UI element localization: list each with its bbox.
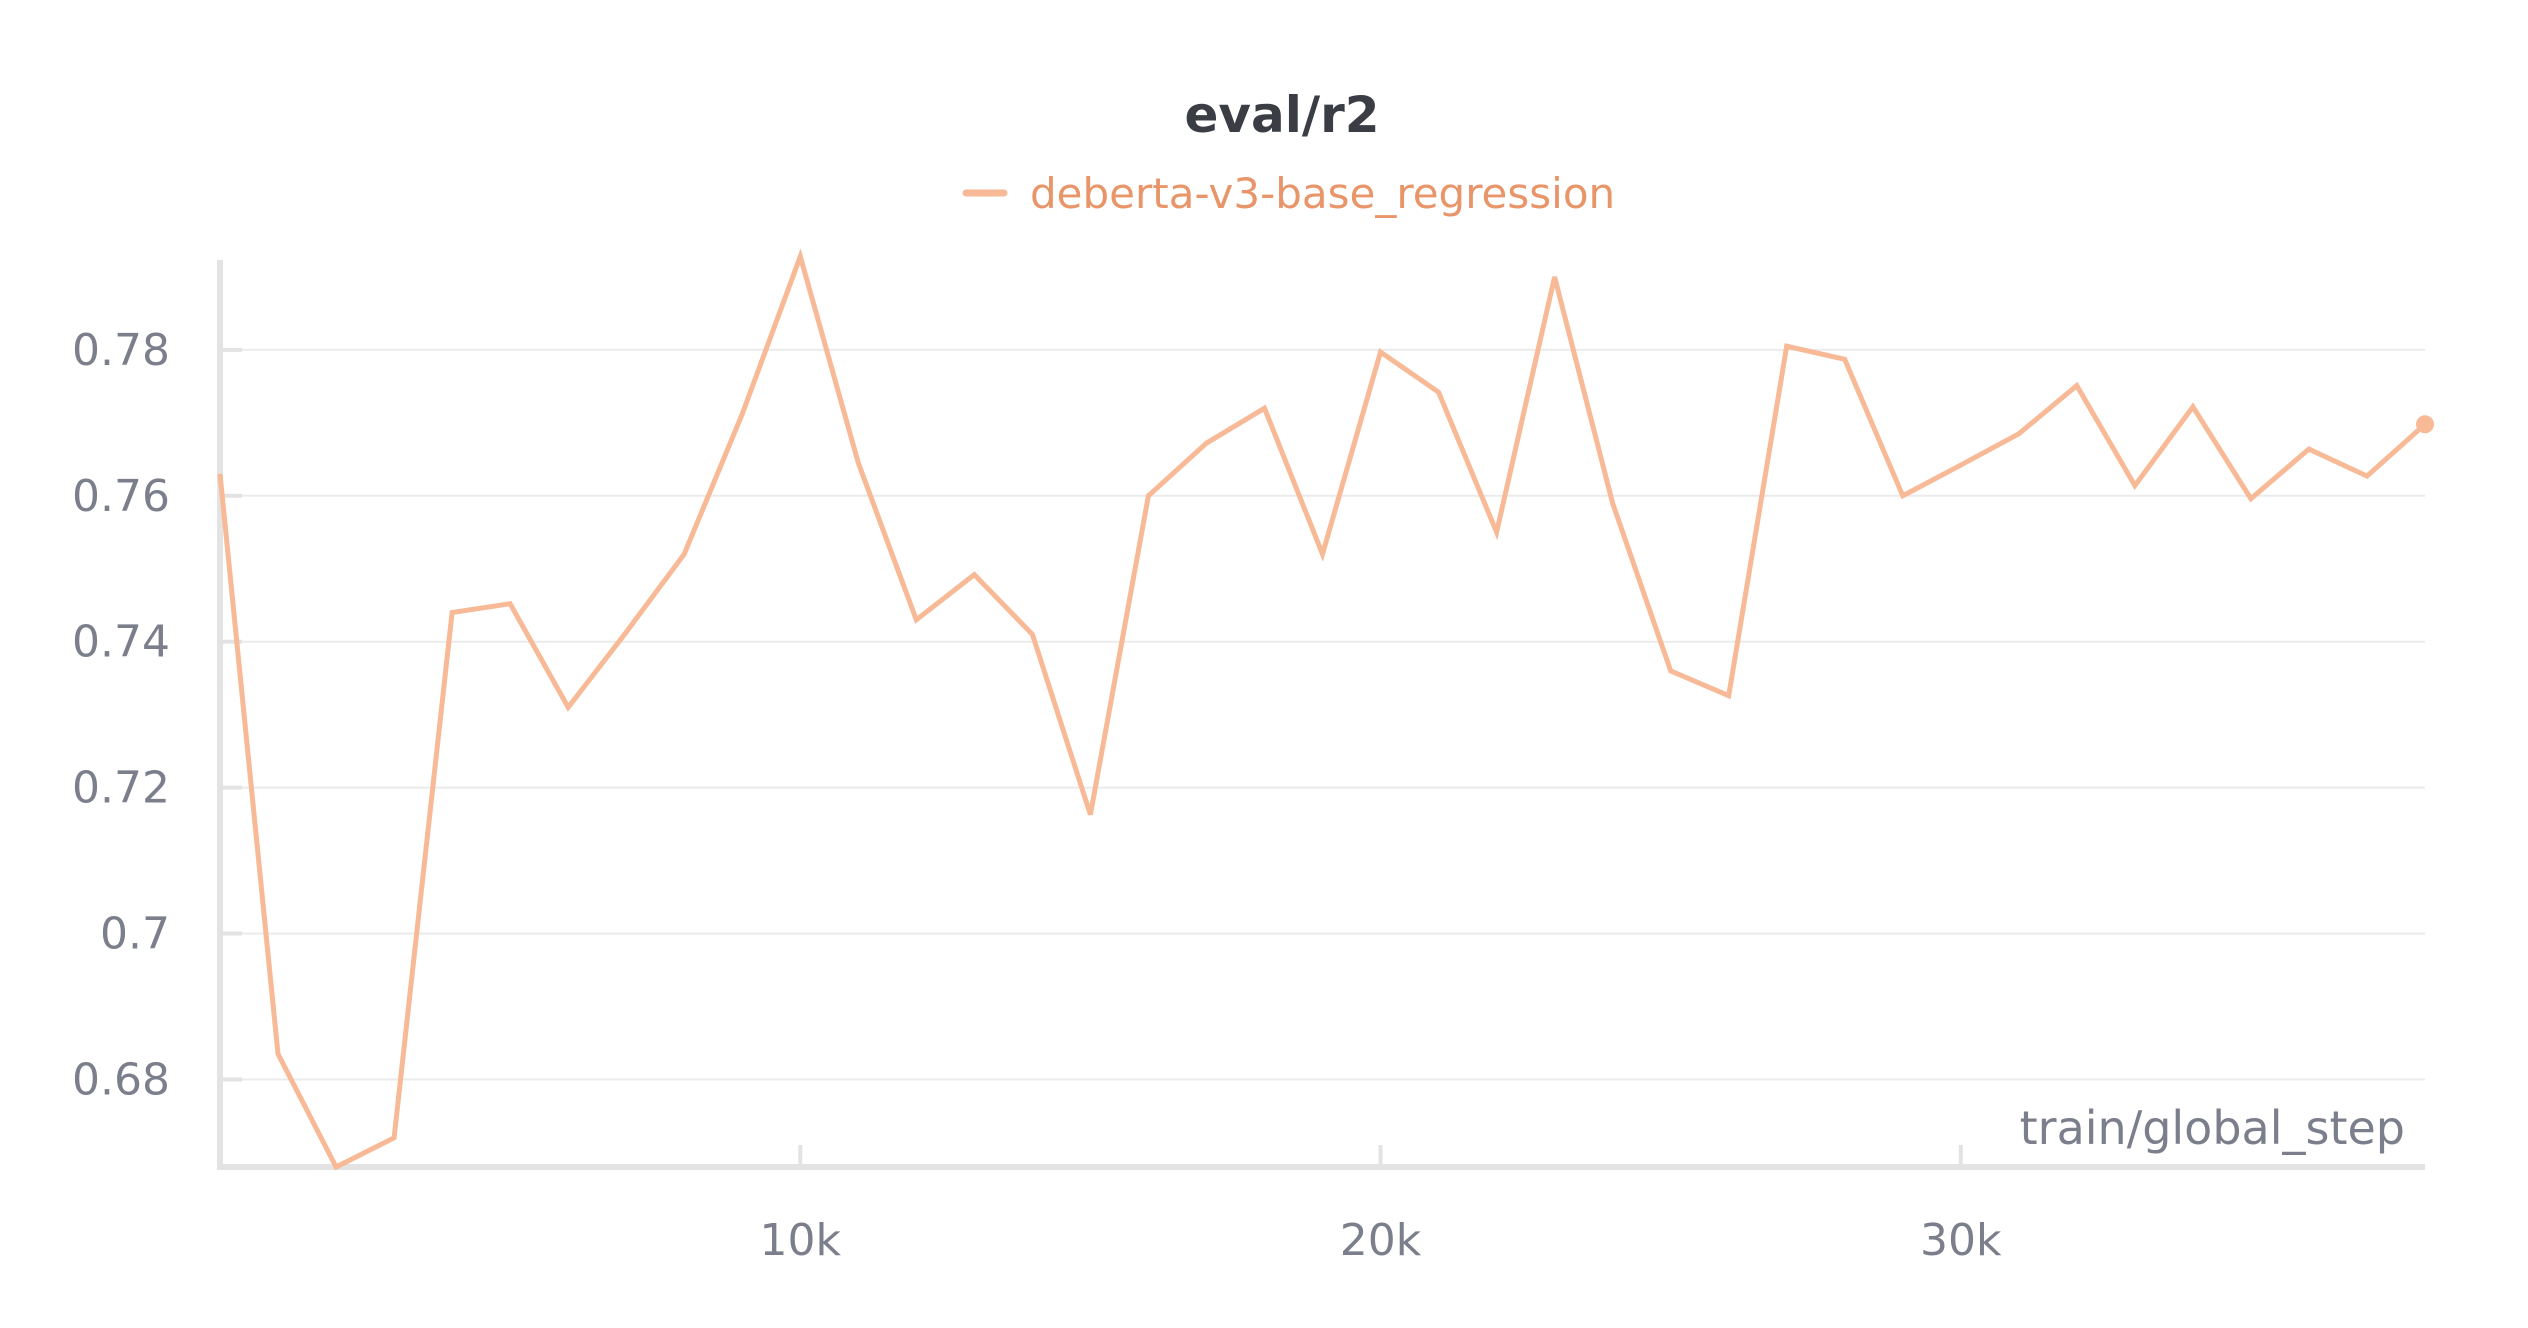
x-tick-label: 30k [1920,1215,2002,1266]
x-tick-label: 10k [760,1215,842,1266]
y-tick-label: 0.76 [72,471,170,522]
grid [220,348,2425,1081]
x-tick-label: 20k [1340,1215,1422,1266]
y-tick-label: 0.74 [72,617,170,668]
series-layer [217,248,2434,1171]
y-tick-label: 0.72 [72,763,170,814]
chart-title: eval/r2 [1184,86,1379,144]
series-end-point[interactable] [2416,415,2434,434]
legend[interactable]: deberta-v3-base_regression [962,169,1615,218]
y-tick-label: 0.78 [72,325,170,376]
y-axis: 0.68 0.7 0.72 0.74 0.76 0.78 [72,260,242,1167]
x-axis-title: train/global_step [2020,1101,2405,1155]
x-axis: 10k 20k 30k [217,1145,2425,1266]
series-line-deberta-v3-base_regression[interactable] [217,248,2427,1171]
legend-label-deberta-v3-base_regression[interactable]: deberta-v3-base_regression [1030,169,1615,218]
y-tick-label: 0.68 [72,1054,170,1105]
y-tick-label: 0.7 [100,909,170,960]
